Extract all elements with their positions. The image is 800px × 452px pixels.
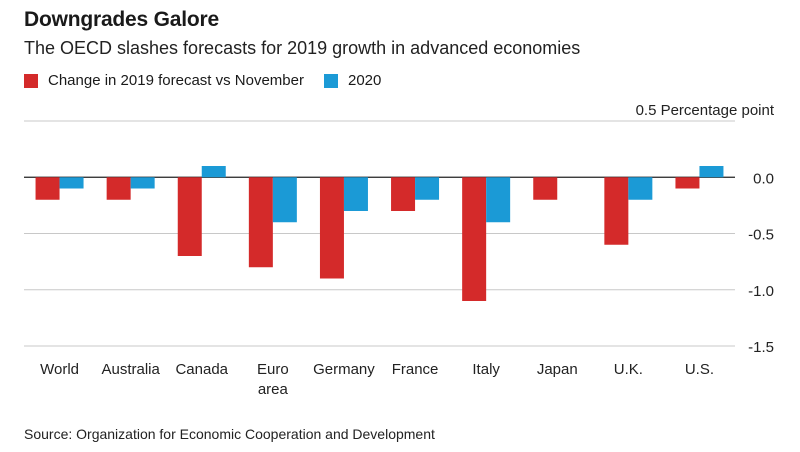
x-category-label: Australia	[101, 361, 160, 378]
y-tick-label: -1.0	[748, 283, 774, 300]
bar-2019-japan	[533, 177, 558, 200]
bar-2020-euro-area	[272, 177, 297, 223]
y-tick-label: 0.0	[753, 170, 774, 187]
bar-2020-u-s	[699, 166, 724, 178]
bar-2019-france	[391, 177, 416, 211]
bar-2019-italy	[462, 177, 487, 301]
x-category-label: Euro area	[257, 361, 289, 398]
y-tick-label: -1.5	[748, 339, 774, 356]
legend-item-2019: Change in 2019 forecast vs November	[24, 72, 304, 89]
bar-2019-euro-area	[248, 177, 273, 268]
bar-2020-france	[415, 177, 440, 200]
chart-subtitle: The OECD slashes forecasts for 2019 grow…	[24, 38, 581, 58]
bar-2020-u-k	[628, 177, 653, 200]
bar-2019-u-k	[604, 177, 629, 245]
legend-swatch-2020	[323, 73, 338, 88]
x-category-label: Germany	[313, 361, 375, 378]
bar-2019-germany	[319, 177, 344, 279]
bar-2019-u-s	[675, 177, 700, 189]
x-category-label: U.S.	[685, 361, 714, 378]
x-category-label: France	[392, 361, 439, 378]
x-category-label: U.K.	[614, 361, 643, 378]
bar-2020-germany	[343, 177, 368, 211]
y-tick-label: -0.5	[748, 227, 774, 244]
legend: Change in 2019 forecast vs November 2020	[24, 72, 401, 89]
bar-2019-canada	[177, 177, 202, 256]
chart-title: Downgrades Galore	[24, 8, 219, 31]
bar-2020-world	[59, 177, 84, 189]
legend-label-2019: Change in 2019 forecast vs November	[48, 72, 304, 89]
bar-2019-world	[35, 177, 60, 200]
x-category-label: World	[40, 361, 79, 378]
bar-2020-australia	[130, 177, 155, 189]
legend-item-2020: 2020	[323, 72, 382, 89]
legend-swatch-2019	[24, 73, 38, 88]
y-tick-label: 0.5 Percentage point	[636, 102, 775, 119]
x-category-label: Italy	[472, 361, 500, 378]
legend-label-2020: 2020	[347, 72, 382, 89]
x-category-label: Canada	[175, 361, 228, 378]
source-note: Source: Organization for Economic Cooper…	[24, 426, 435, 442]
bar-2019-australia	[106, 177, 131, 200]
x-category-label: Japan	[537, 361, 578, 378]
bar-2020-italy	[486, 177, 511, 223]
bar-2020-canada	[201, 166, 226, 178]
